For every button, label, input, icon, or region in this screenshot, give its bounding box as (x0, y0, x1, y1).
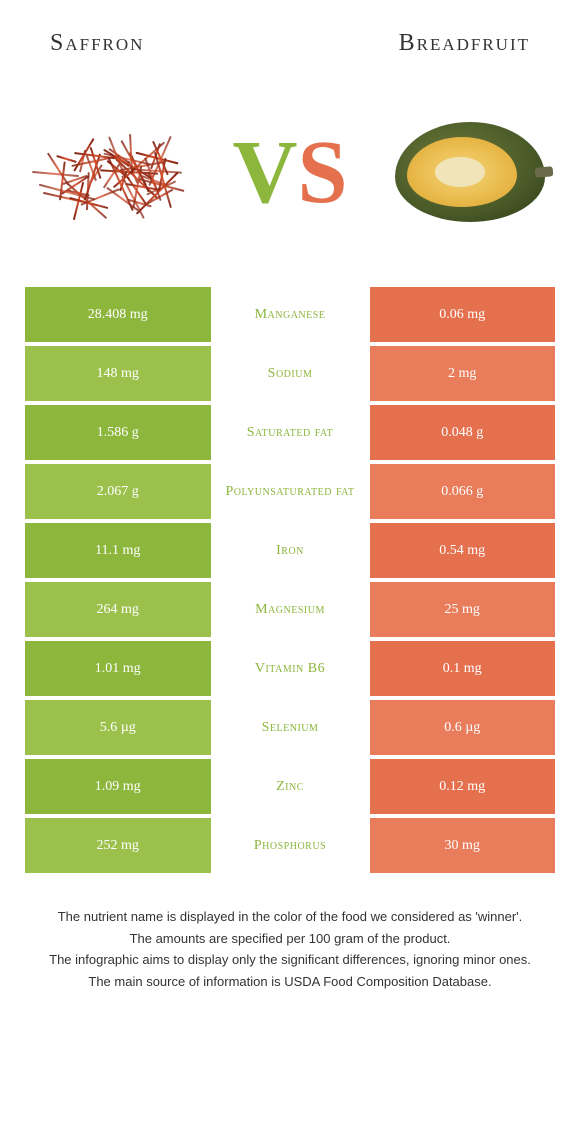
table-row: 1.01 mgVitamin B60.1 mg (25, 641, 555, 696)
nutrient-name: Vitamin B6 (211, 641, 370, 696)
right-value: 0.54 mg (370, 523, 556, 578)
right-value: 0.066 g (370, 464, 556, 519)
vs-s: S (297, 121, 347, 224)
footer-line: The nutrient name is displayed in the co… (30, 907, 550, 927)
table-row: 252 mgPhosphorus30 mg (25, 818, 555, 873)
saffron-icon (40, 132, 180, 212)
nutrient-name: Saturated fat (211, 405, 370, 460)
left-value: 1.09 mg (25, 759, 211, 814)
right-value: 25 mg (370, 582, 556, 637)
breadfruit-image (395, 97, 545, 247)
footer-notes: The nutrient name is displayed in the co… (0, 877, 580, 991)
hero-row: VS (0, 67, 580, 287)
header: Saffron Breadfruit (0, 0, 580, 67)
right-value: 0.06 mg (370, 287, 556, 342)
table-row: 28.408 mgManganese0.06 mg (25, 287, 555, 342)
table-row: 5.6 µgSelenium0.6 µg (25, 700, 555, 755)
left-value: 1.586 g (25, 405, 211, 460)
footer-line: The amounts are specified per 100 gram o… (30, 929, 550, 949)
nutrient-name: Selenium (211, 700, 370, 755)
nutrient-name: Zinc (211, 759, 370, 814)
nutrient-name: Magnesium (211, 582, 370, 637)
vs-v: V (232, 121, 297, 224)
table-row: 2.067 gPolyunsaturated fat0.066 g (25, 464, 555, 519)
right-value: 0.048 g (370, 405, 556, 460)
left-value: 1.01 mg (25, 641, 211, 696)
breadfruit-icon (395, 117, 545, 227)
left-value: 28.408 mg (25, 287, 211, 342)
left-value: 148 mg (25, 346, 211, 401)
right-value: 0.1 mg (370, 641, 556, 696)
saffron-image (35, 97, 185, 247)
nutrient-name: Polyunsaturated fat (211, 464, 370, 519)
right-value: 0.12 mg (370, 759, 556, 814)
nutrient-name: Iron (211, 523, 370, 578)
left-value: 5.6 µg (25, 700, 211, 755)
nutrient-name: Phosphorus (211, 818, 370, 873)
comparison-table: 28.408 mgManganese0.06 mg148 mgSodium2 m… (0, 287, 580, 873)
title-left: Saffron (50, 30, 144, 57)
table-row: 1.586 gSaturated fat0.048 g (25, 405, 555, 460)
left-value: 252 mg (25, 818, 211, 873)
left-value: 11.1 mg (25, 523, 211, 578)
vs-label: VS (232, 121, 347, 224)
title-right: Breadfruit (399, 30, 530, 57)
right-value: 30 mg (370, 818, 556, 873)
nutrient-name: Sodium (211, 346, 370, 401)
left-value: 2.067 g (25, 464, 211, 519)
footer-line: The infographic aims to display only the… (30, 950, 550, 970)
right-value: 0.6 µg (370, 700, 556, 755)
table-row: 1.09 mgZinc0.12 mg (25, 759, 555, 814)
left-value: 264 mg (25, 582, 211, 637)
footer-line: The main source of information is USDA F… (30, 972, 550, 992)
nutrient-name: Manganese (211, 287, 370, 342)
table-row: 11.1 mgIron0.54 mg (25, 523, 555, 578)
table-row: 264 mgMagnesium25 mg (25, 582, 555, 637)
right-value: 2 mg (370, 346, 556, 401)
table-row: 148 mgSodium2 mg (25, 346, 555, 401)
